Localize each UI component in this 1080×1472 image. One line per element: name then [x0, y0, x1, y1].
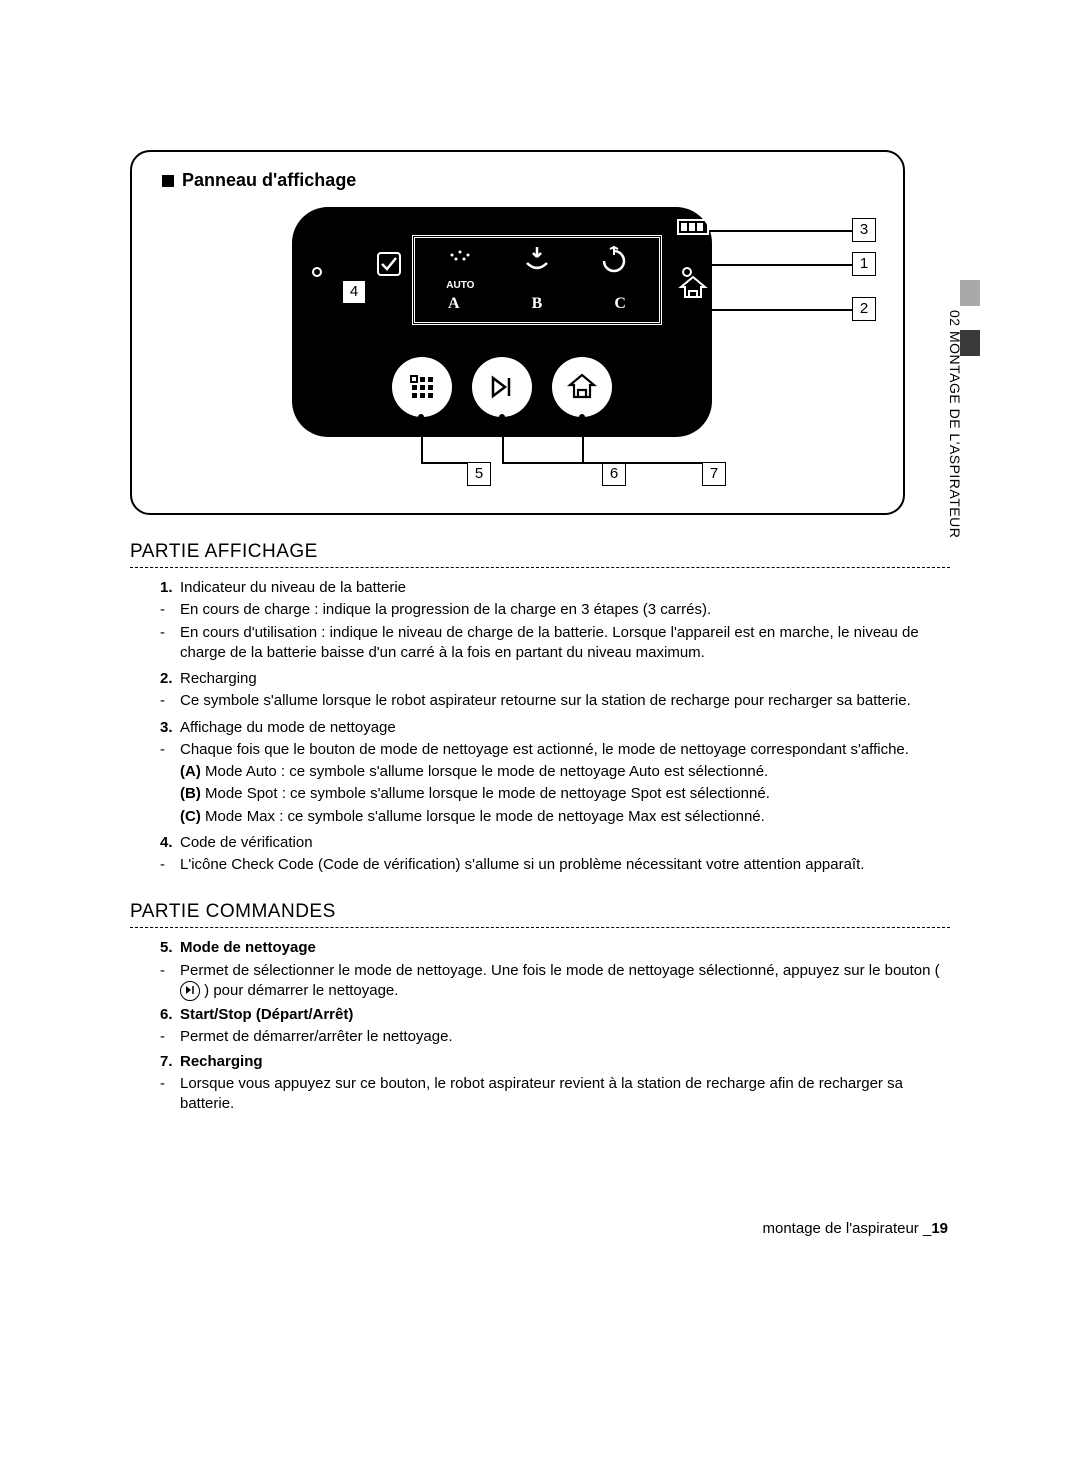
check-code-icon	[372, 247, 406, 281]
cleaning-mode-button[interactable]	[392, 357, 452, 417]
side-label: 02 MONTAGE DE L'ASPIRATEUR	[947, 310, 963, 538]
item3-c: Mode Max : ce symbole s'allume lorsque l…	[205, 808, 765, 825]
lead-line	[502, 417, 504, 462]
item7-title: Recharging	[180, 1053, 263, 1070]
grid-icon	[405, 370, 439, 404]
item2-title: Recharging	[180, 670, 257, 687]
lead-line	[366, 292, 392, 294]
lead-dot	[418, 414, 424, 420]
home-icon	[565, 370, 599, 404]
play-pause-icon	[485, 370, 519, 404]
callout-1: 1	[852, 252, 876, 276]
lead-line	[710, 230, 852, 232]
lead-line	[708, 309, 852, 311]
item5-text-before: Permet de sélectionner le mode de nettoy…	[180, 962, 940, 979]
diagram-title: Panneau d'affichage	[162, 170, 873, 191]
sensor-left-icon	[312, 267, 322, 277]
callout-2: 2	[852, 297, 876, 321]
lead-dot	[579, 414, 585, 420]
item3-dash1: Chaque fois que le bouton de mode de net…	[130, 740, 950, 760]
divider	[130, 927, 950, 928]
section-affichage-title: PARTIE AFFICHAGE	[130, 541, 950, 563]
item6-dash1: Permet de démarrer/arrêter le nettoyage.	[130, 1027, 950, 1047]
divider	[130, 567, 950, 568]
item4-dash1: L'icône Check Code (Code de vérification…	[130, 855, 950, 875]
mode-icons-row: AUTO	[422, 243, 652, 293]
item3-title: Affichage du mode de nettoyage	[180, 719, 396, 736]
page-content: Panneau d'affichage	[130, 150, 950, 1116]
max-mode-icon	[596, 243, 632, 279]
affichage-content: 1.Indicateur du niveau de la batterie En…	[130, 578, 950, 875]
auto-mode-icon: AUTO	[442, 243, 478, 293]
spot-mode-icon	[519, 243, 555, 279]
display-panel-diagram: Panneau d'affichage	[130, 150, 905, 515]
lead-line	[706, 264, 852, 266]
abc-labels: A B C	[412, 295, 662, 319]
lead-line	[582, 462, 702, 464]
device-panel: AUTO A B C	[292, 207, 712, 437]
item2-dash1: Ce symbole s'allume lorsque le robot asp…	[130, 691, 950, 711]
start-stop-button[interactable]	[472, 357, 532, 417]
page-footer: montage de l'aspirateur _19	[130, 1220, 948, 1237]
square-bullet-icon	[162, 175, 174, 187]
callout-5: 5	[467, 462, 491, 486]
item1-title: Indicateur du niveau de la batterie	[180, 579, 406, 596]
section-commandes-title: PARTIE COMMANDES	[130, 901, 950, 923]
commandes-content: 5.Mode de nettoyage Permet de sélectionn…	[130, 938, 950, 1114]
side-tab-dark	[960, 330, 980, 356]
callout-6: 6	[602, 462, 626, 486]
item3-b: Mode Spot : ce symbole s'allume lorsque …	[205, 785, 770, 802]
recharge-button[interactable]	[552, 357, 612, 417]
label-b: B	[532, 295, 543, 319]
lead-line	[421, 417, 423, 462]
auto-label: AUTO	[442, 280, 478, 291]
label-c: C	[614, 295, 626, 319]
item5-dash: Permet de sélectionner le mode de nettoy…	[130, 961, 950, 1002]
footer-page: 19	[931, 1220, 948, 1237]
item6-title: Start/Stop (Départ/Arrêt)	[180, 1006, 353, 1023]
item5-text-after: ) pour démarrer le nettoyage.	[204, 982, 398, 999]
diagram-title-text: Panneau d'affichage	[182, 170, 356, 190]
item5-title: Mode de nettoyage	[180, 939, 316, 956]
side-tab-gray	[960, 280, 980, 306]
section-side-tab	[960, 280, 980, 570]
footer-text: montage de l'aspirateur _	[763, 1220, 932, 1237]
lead-line	[421, 462, 467, 464]
lead-dot	[499, 414, 505, 420]
item4-title: Code de vérification	[180, 834, 313, 851]
battery-icon	[677, 217, 713, 237]
callout-7: 7	[702, 462, 726, 486]
item1-dash2: En cours d'utilisation : indique le nive…	[130, 623, 950, 664]
recharge-home-icon	[677, 271, 709, 303]
item7-dash1: Lorsque vous appuyez sur ce bouton, le r…	[130, 1074, 950, 1115]
callout-3: 3	[852, 218, 876, 242]
lead-line	[582, 417, 584, 462]
play-pause-inline-icon	[180, 981, 200, 1001]
item3-a: Mode Auto : ce symbole s'allume lorsque …	[205, 763, 768, 780]
callout-4: 4	[342, 280, 366, 304]
item1-dash1: En cours de charge : indique la progress…	[130, 600, 950, 620]
label-a: A	[448, 295, 460, 319]
